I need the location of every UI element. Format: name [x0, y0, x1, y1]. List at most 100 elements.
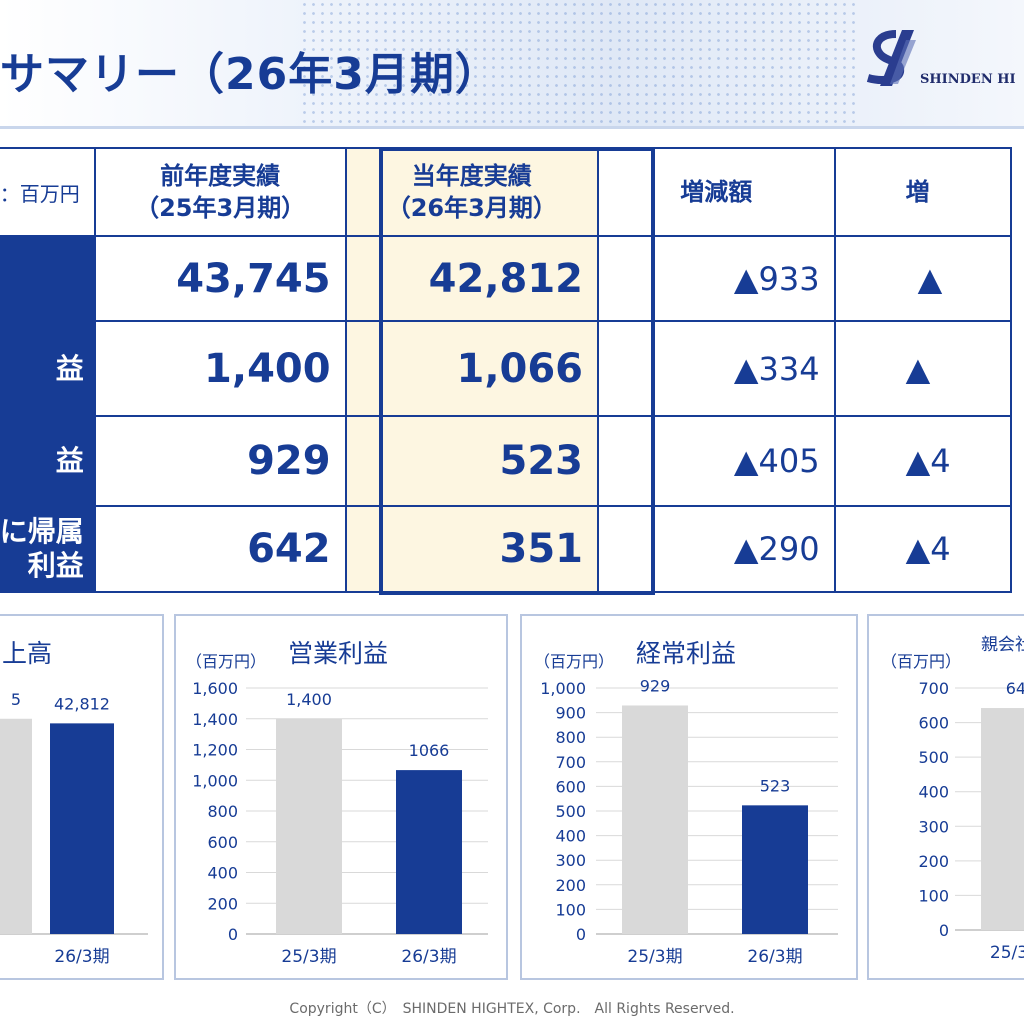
- chart-unit: （百万円）: [881, 652, 962, 671]
- y-tick-label: 200: [918, 852, 949, 871]
- bar: [50, 723, 114, 934]
- data-label: 929: [640, 676, 671, 695]
- curr-value: 1,066: [344, 320, 600, 417]
- row-label-line1: に帰属: [0, 515, 84, 548]
- prev-value: 43,745: [93, 235, 347, 322]
- data-label: 5: [11, 690, 21, 709]
- data-label: 42,812: [54, 694, 110, 713]
- prev-value: 929: [93, 415, 347, 507]
- rate-value: ▲4: [833, 415, 1013, 507]
- diff-value: ▲334: [597, 320, 836, 417]
- y-tick-label: 600: [918, 714, 949, 733]
- data-label: 642: [1006, 679, 1024, 698]
- bar: [276, 718, 342, 934]
- diff-value: ▲405: [597, 415, 836, 507]
- y-tick-label: 100: [555, 900, 586, 919]
- copyright-footer: Copyright（C） SHINDEN HIGHTEX, Corp. All …: [289, 1001, 735, 1017]
- unit-label: ：百万円: [0, 147, 96, 237]
- col-diff-header: 増減額: [597, 147, 836, 237]
- table-header-row: ：百万円 前年度実績 （25年3月期） 当年度実績 （26年3月期） 増減額 増: [0, 147, 1013, 237]
- bar: [396, 770, 462, 934]
- y-tick-label: 1,000: [540, 679, 586, 698]
- y-tick-label: 700: [918, 679, 949, 698]
- y-tick-label: 300: [555, 851, 586, 870]
- operating-income-chart: 0 200 400 600 800 1,000 1,200 1,400 1,600 1,400 25…: [192, 679, 488, 967]
- table-row: に帰属 利益 642 351 ▲290 ▲4: [0, 505, 1013, 593]
- curr-value: 42,812: [344, 235, 600, 322]
- world-map-dots: [300, 0, 860, 128]
- row-label-line1: 益: [55, 351, 84, 385]
- y-tick-label: 200: [555, 876, 586, 895]
- rate-value: ▲: [833, 235, 1013, 322]
- y-tick-label: 400: [555, 827, 586, 846]
- net-income-chart: 0 100 200 300 400 500 600 700 642 25/3: [918, 679, 1024, 963]
- bar: [981, 708, 1024, 930]
- y-tick-label: 1,000: [192, 771, 238, 790]
- table-row: 43,745 42,812 ▲933 ▲: [0, 235, 1013, 322]
- page-title: サマリー（26年3月期）: [0, 49, 500, 100]
- y-tick-label: 100: [918, 886, 949, 905]
- y-tick-label: 400: [918, 783, 949, 802]
- y-tick-label: 1,200: [192, 741, 238, 760]
- y-tick-label: 200: [207, 894, 238, 913]
- y-tick-label: 0: [939, 921, 949, 940]
- chart-title: 経常利益: [636, 639, 737, 668]
- chart-unit: （百万円）: [186, 652, 267, 671]
- y-tick-label: 0: [228, 925, 238, 944]
- col-rate-line1: 増: [905, 178, 930, 206]
- rate-value: ▲4: [833, 505, 1013, 593]
- row-label-line2: 利益: [27, 549, 84, 582]
- x-tick-label: 25/3期: [627, 947, 682, 967]
- row-label: [0, 235, 96, 322]
- chart-panel-operating-income: （百万円） 営業利益 0 200 400 600 800 1,000 1,200 1,400 1…: [174, 614, 508, 980]
- curr-value: 351: [344, 505, 600, 593]
- y-tick-label: 600: [555, 777, 586, 796]
- chart-panel-net-income: （百万円） 親会社 0 100 200 300 400 500 600 700 642 25/3: [867, 614, 1024, 980]
- col-prev-line2: （25年3月期）: [135, 194, 306, 222]
- slide-header: サマリー（26年3月期） SHINDEN HI: [0, 0, 1024, 128]
- y-tick-label: 1,400: [192, 710, 238, 729]
- bar: [0, 718, 32, 934]
- y-tick-label: 800: [207, 802, 238, 821]
- curr-value: 523: [344, 415, 600, 507]
- y-tick-label: 300: [918, 817, 949, 836]
- x-tick-label: 26/3期: [54, 947, 109, 967]
- col-prev-header: 前年度実績 （25年3月期）: [93, 147, 347, 237]
- row-label: 益: [0, 320, 96, 417]
- y-tick-label: 0: [576, 925, 586, 944]
- bar: [742, 805, 808, 934]
- col-curr-line1: 当年度実績: [411, 162, 532, 190]
- bar: [622, 705, 688, 934]
- y-tick-label: 500: [555, 802, 586, 821]
- company-logo-text: SHINDEN HI: [920, 72, 1016, 87]
- x-tick-label: 26/3期: [401, 947, 456, 967]
- y-tick-label: 800: [555, 728, 586, 747]
- table-row: 益 929 523 ▲405 ▲4: [0, 415, 1013, 507]
- y-tick-label: 1,600: [192, 679, 238, 698]
- col-diff-line1: 増減額: [680, 178, 753, 206]
- col-curr-header: 当年度実績 （26年3月期）: [344, 147, 600, 237]
- y-tick-label: 500: [918, 748, 949, 767]
- diff-value: ▲933: [597, 235, 836, 322]
- table-row: 益 1,400 1,066 ▲334 ▲: [0, 320, 1013, 417]
- chart-title: 親会社: [981, 635, 1024, 655]
- data-label: 523: [760, 776, 791, 795]
- rate-value: ▲: [833, 320, 1013, 417]
- row-label-line1: 益: [55, 444, 84, 477]
- col-rate-header: 増: [833, 147, 1013, 237]
- y-tick-label: 900: [555, 704, 586, 723]
- col-prev-line1: 前年度実績: [160, 162, 281, 190]
- summary-table: ：百万円 前年度実績 （25年3月期） 当年度実績 （26年3月期） 増減額 増…: [0, 147, 1013, 593]
- data-label: 1,400: [286, 690, 332, 709]
- diff-value: ▲290: [597, 505, 836, 593]
- x-tick-label: 25/3期: [281, 947, 336, 967]
- y-tick-label: 600: [207, 833, 238, 852]
- row-label: 益: [0, 415, 96, 507]
- company-logo-icon: [866, 30, 916, 86]
- prev-value: 642: [93, 505, 347, 593]
- row-label: に帰属 利益: [0, 505, 96, 593]
- x-tick-label: 26/3期: [747, 947, 802, 967]
- y-tick-label: 400: [207, 864, 238, 883]
- ordinary-income-chart: 0 100 200 300 400 500 600 700 800 900 1,000 929 25/3…: [540, 676, 838, 967]
